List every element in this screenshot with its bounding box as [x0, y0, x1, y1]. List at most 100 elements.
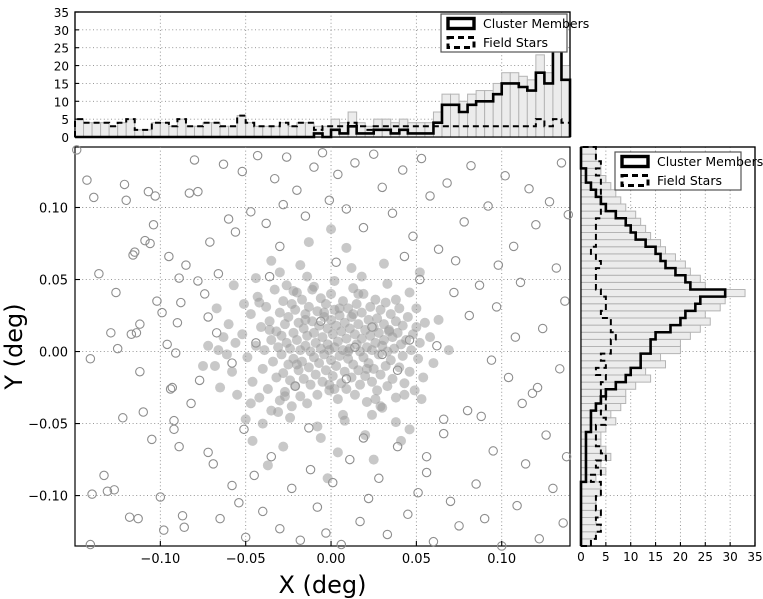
scatter-point-field-star [534, 534, 545, 544]
top-histogram-border [74, 11, 571, 138]
histogram-bar [74, 118, 85, 138]
y-tick-label: 5 [61, 113, 69, 127]
scatter-point-field-star [239, 424, 249, 435]
scatter-point-field-star [189, 155, 200, 165]
scatter-point-field-star [368, 149, 379, 159]
scatter-point-cluster-member [300, 314, 311, 325]
scatter-point-cluster-member [274, 267, 285, 278]
legend-swatch-dashed [620, 174, 650, 187]
scatter-point-cluster-member [411, 303, 422, 314]
scatter-point-cluster-member [274, 307, 285, 318]
scatter-point-cluster-member [240, 414, 251, 425]
scatter-point-cluster-member [327, 371, 338, 382]
scatter-point-cluster-member [218, 332, 229, 343]
scatter-point-cluster-member [346, 262, 357, 273]
scatter-point-field-star [102, 486, 113, 497]
top-histogram-bars-all-stars [74, 25, 571, 138]
scatter-point-cluster-member [332, 447, 343, 458]
scatter-point-field-star [157, 307, 167, 318]
scatter-point-field-star [181, 260, 191, 270]
x-tick-label: 0 [577, 550, 585, 564]
scatter-point-field-star [500, 171, 510, 181]
histogram-bar [91, 122, 102, 138]
scatter-point-field-star [433, 244, 444, 255]
scatter-series-cluster-members [198, 224, 454, 484]
scatter-point-field-star [416, 153, 427, 164]
scatter-point-cluster-member [242, 352, 253, 363]
legend-swatch-solid [446, 16, 476, 31]
scatter-point-cluster-member [324, 379, 335, 390]
right-histogram-line-field-stars [581, 146, 617, 547]
scatter-point-cluster-member [360, 430, 371, 441]
histogram-bar [151, 122, 161, 138]
scatter-point-cluster-member [314, 358, 325, 369]
scatter-point-field-star [512, 500, 522, 511]
scatter-point-field-star [454, 521, 464, 531]
scatter-point-cluster-member [278, 368, 289, 379]
scatter-point-field-star [421, 451, 432, 462]
scatter-point-field-star [486, 355, 497, 365]
scatter-point-cluster-member [262, 460, 273, 471]
legend-item[interactable]: Cluster Members [446, 16, 589, 31]
y-tick-label: 0.05 [39, 274, 68, 289]
scatter-point-cluster-member [276, 349, 287, 360]
scatter-point-cluster-member [361, 396, 372, 407]
scatter-point-field-star [324, 195, 335, 206]
histogram-bar [159, 122, 170, 138]
scatter-point-cluster-member [317, 332, 328, 343]
scatter-point-field-star [121, 195, 131, 206]
scatter-point-field-star [377, 182, 387, 193]
legend-item[interactable]: Field Stars [446, 35, 548, 50]
scatter-point-cluster-member [268, 356, 278, 367]
scatter-point-field-star [87, 489, 97, 499]
histogram-bar [202, 122, 213, 138]
x-tick-label: 25 [698, 550, 713, 564]
scatter-point-cluster-member [319, 307, 330, 318]
top-histogram-legend[interactable]: Cluster Members Field Stars [440, 13, 589, 53]
scatter-point-field-star [459, 217, 469, 227]
legend-item[interactable]: Field Stars [620, 173, 722, 188]
scatter-point-cluster-member [384, 326, 395, 337]
scatter-point-cluster-member [375, 304, 386, 315]
scatter-point-field-star [515, 277, 526, 288]
scatter-point-cluster-member [250, 273, 261, 284]
scatter-point-field-star [208, 459, 219, 469]
histogram-bar [245, 122, 255, 138]
scatter-point-cluster-member [290, 304, 301, 315]
scatter-point-cluster-member [312, 389, 323, 400]
scatter-point-cluster-member [303, 301, 314, 312]
scatter-point-field-star [133, 513, 143, 524]
scatter-point-field-star [462, 405, 473, 416]
scatter-point-field-star [106, 328, 116, 338]
scatter-point-field-star [558, 518, 568, 528]
scatter-point-cluster-member [211, 303, 222, 314]
scatter-point-cluster-member [332, 394, 343, 405]
scatter-point-field-star [345, 454, 355, 465]
right-histogram-legend[interactable]: Cluster Members Field Stars [614, 151, 763, 191]
y-axis-label: Y (deg) [0, 303, 28, 390]
scatter-point-field-star [179, 522, 189, 533]
scatter-point-field-star [445, 496, 456, 507]
x-tick-label: 10 [623, 550, 638, 564]
top-histogram-line-field-stars [74, 114, 571, 137]
scatter-point-field-star [517, 398, 527, 409]
scatter-point-field-star [408, 231, 418, 242]
scatter-point-cluster-member [385, 355, 396, 366]
scatter-point-cluster-member [372, 313, 383, 324]
scatter-point-field-star [421, 467, 432, 478]
scatter-point-cluster-member [406, 345, 417, 356]
scatter-point-field-star [321, 528, 331, 538]
legend-item[interactable]: Cluster Members [620, 154, 763, 169]
scatter-point-field-star [428, 536, 439, 547]
scatter-point-cluster-member [418, 372, 429, 383]
histogram-bar [83, 122, 93, 138]
x-tick-label: 15 [648, 550, 663, 564]
scatter-point-cluster-member [394, 303, 405, 314]
legend-swatch-solid [620, 154, 650, 169]
scatter-point-field-star [135, 366, 145, 377]
scatter-point-field-star [358, 222, 369, 233]
histogram-bar [580, 417, 617, 426]
scatter-point-cluster-member [346, 372, 357, 383]
scatter-point-cluster-member [295, 260, 306, 271]
